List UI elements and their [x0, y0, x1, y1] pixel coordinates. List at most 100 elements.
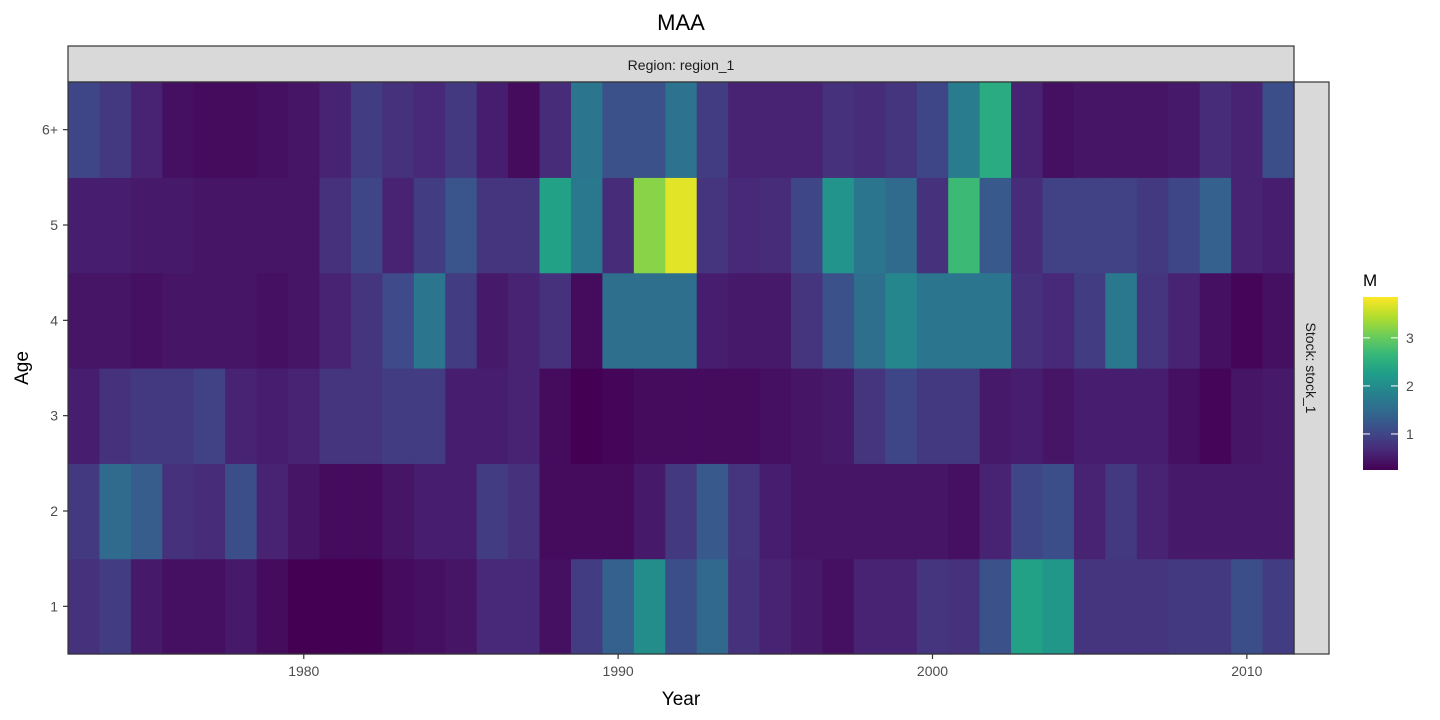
heatmap-cell — [68, 558, 101, 655]
heatmap-cell — [728, 177, 761, 274]
colorbar-tick-label: 1 — [1406, 426, 1414, 442]
heatmap-cell — [508, 82, 541, 178]
heatmap-cell — [1168, 177, 1201, 274]
heatmap-cell — [130, 272, 163, 369]
heatmap-cell — [916, 463, 949, 560]
heatmap-cell — [256, 82, 289, 178]
y-tick-label: 5 — [50, 217, 58, 233]
heatmap-cell — [1168, 463, 1201, 560]
heatmap-cell — [1262, 82, 1295, 178]
heatmap-cell — [1011, 272, 1044, 369]
facet-strip-stock-label: Stock: stock_1 — [1303, 322, 1319, 413]
heatmap-cell — [1042, 463, 1075, 560]
heatmap-cell — [350, 82, 383, 178]
heatmap-cell — [319, 463, 352, 560]
heatmap-cell — [1136, 558, 1169, 655]
y-axis-title: Age — [12, 351, 33, 385]
heatmap-cell — [791, 177, 824, 274]
heatmap-cell — [728, 463, 761, 560]
heatmap-cell — [948, 368, 981, 464]
heatmap-cell — [193, 368, 226, 464]
heatmap-cell — [728, 368, 761, 464]
heatmap-cell — [759, 463, 792, 560]
heatmap-cell — [256, 558, 289, 655]
heatmap-cell — [68, 272, 101, 369]
heatmap-cell — [948, 463, 981, 560]
heatmap-cell — [633, 368, 666, 464]
heatmap-cell — [1168, 558, 1201, 655]
heatmap-cell — [382, 82, 415, 178]
heatmap-cell — [948, 272, 981, 369]
heatmap-cell — [1073, 272, 1106, 369]
heatmap-cell — [225, 82, 258, 178]
heatmap-cell — [288, 463, 321, 560]
heatmap-cell — [791, 558, 824, 655]
heatmap-cell — [885, 368, 918, 464]
facet-strip-region — [67, 45, 1295, 83]
x-tick-label: 2000 — [917, 663, 948, 679]
heatmap-cell — [1011, 82, 1044, 178]
colorbar — [1363, 297, 1398, 470]
heatmap-cell — [1011, 463, 1044, 560]
heatmap-cell — [382, 272, 415, 369]
heatmap-cell — [1073, 368, 1106, 464]
heatmap-cell — [759, 177, 792, 274]
heatmap-cell — [508, 272, 541, 369]
heatmap-cell — [445, 82, 478, 178]
heatmap-cell — [602, 82, 635, 178]
heatmap-cell — [256, 463, 289, 560]
heatmap-cell — [822, 558, 855, 655]
heatmap-cell — [193, 82, 226, 178]
heatmap-cell — [445, 368, 478, 464]
heatmap-cell — [319, 368, 352, 464]
heatmap-cell — [68, 82, 101, 178]
heatmap-cell — [633, 558, 666, 655]
x-axis: 1980 1990 2000 2010 — [288, 654, 1263, 679]
heatmap-cell — [162, 272, 195, 369]
heatmap-cell — [570, 177, 604, 274]
heatmap-cell — [759, 558, 792, 655]
heatmap-cell — [539, 558, 572, 655]
heatmap-cell — [350, 463, 383, 560]
heatmap-cells — [68, 82, 1295, 655]
heatmap-cell — [633, 463, 666, 560]
heatmap-cell — [822, 368, 855, 464]
heatmap-cell — [728, 272, 761, 369]
heatmap-cell — [602, 558, 635, 655]
heatmap-cell — [1105, 272, 1138, 369]
heatmap-cell — [853, 463, 886, 560]
heatmap-cell — [1199, 558, 1232, 655]
heatmap-cell — [382, 558, 415, 655]
heatmap-cell — [476, 272, 509, 369]
heatmap-cell — [1199, 272, 1232, 369]
heatmap-cell — [319, 272, 352, 369]
heatmap-cell — [68, 177, 101, 274]
heatmap-cell — [665, 463, 698, 560]
heatmap-cell — [885, 558, 918, 655]
heatmap-cell — [1011, 368, 1044, 464]
heatmap-cell — [445, 463, 478, 560]
heatmap-cell — [665, 177, 698, 274]
heatmap-cell — [696, 272, 729, 369]
heatmap-cell — [822, 272, 855, 369]
heatmap-cell — [979, 272, 1012, 369]
heatmap-cell — [791, 82, 824, 178]
heatmap-cell — [916, 558, 949, 655]
heatmap-cell — [1168, 272, 1201, 369]
heatmap-cell — [1073, 177, 1106, 274]
heatmap-cell — [508, 463, 541, 560]
heatmap-cell — [759, 272, 792, 369]
heatmap-cell — [1199, 368, 1232, 464]
heatmap-cell — [1199, 177, 1232, 274]
heatmap-cell — [570, 368, 604, 464]
heatmap-cell — [696, 82, 729, 178]
heatmap-cell — [130, 177, 163, 274]
heatmap-cell — [193, 177, 226, 274]
heatmap-cell — [539, 463, 572, 560]
heatmap-cell — [225, 463, 258, 560]
heatmap-cell — [696, 177, 729, 274]
heatmap-cell — [350, 272, 383, 369]
x-tick-label: 1980 — [288, 663, 319, 679]
heatmap-cell — [696, 463, 729, 560]
heatmap-cell — [1136, 272, 1169, 369]
